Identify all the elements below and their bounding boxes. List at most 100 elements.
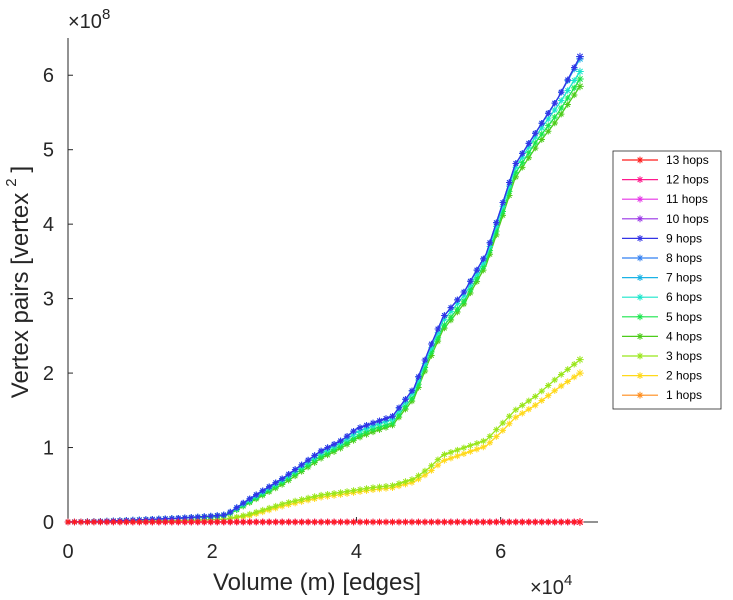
- data-point-marker: [499, 199, 507, 206]
- data-point-marker: [506, 182, 513, 190]
- data-point-marker: [350, 434, 357, 442]
- legend-label: 9 hops: [666, 231, 702, 245]
- data-point-marker: [460, 292, 468, 299]
- data-point-marker: [571, 91, 578, 99]
- legend-swatch-marker: [636, 235, 644, 242]
- data-point-marker: [447, 518, 455, 526]
- data-point-marker: [259, 518, 266, 526]
- series-layer: [64, 52, 584, 526]
- data-point-marker: [506, 413, 513, 420]
- data-point-marker: [506, 518, 513, 526]
- data-point-marker: [317, 491, 325, 499]
- ticks: 0 2 4 6 0 1 2 3 4 5 6: [43, 65, 506, 563]
- data-point-marker: [214, 518, 221, 526]
- data-point-marker: [395, 480, 403, 487]
- data-point-marker: [389, 518, 396, 526]
- data-point-marker: [220, 518, 227, 526]
- y-tick-label: 3: [43, 289, 54, 311]
- data-point-marker: [512, 406, 519, 414]
- data-point-marker: [538, 387, 545, 395]
- data-point-marker: [576, 369, 584, 377]
- data-point-marker: [240, 512, 247, 519]
- data-point-marker: [499, 427, 507, 434]
- data-point-marker: [558, 110, 565, 118]
- data-point-marker: [350, 431, 357, 438]
- data-point-marker: [486, 518, 494, 526]
- data-point-marker: [415, 518, 422, 526]
- data-point-marker: [246, 518, 253, 526]
- data-point-marker: [441, 451, 448, 458]
- data-point-marker: [434, 337, 442, 345]
- data-point-marker: [576, 82, 584, 91]
- data-point-marker: [454, 518, 461, 526]
- data-point-marker: [272, 502, 279, 510]
- legend-label: 2 hops: [666, 369, 702, 383]
- data-point-marker: [376, 423, 383, 431]
- legend-label: 7 hops: [666, 271, 702, 285]
- data-point-marker: [395, 404, 403, 411]
- data-point-marker: [421, 360, 429, 367]
- data-point-marker: [571, 77, 578, 84]
- data-point-marker: [512, 173, 519, 181]
- data-point-marker: [493, 426, 500, 433]
- data-point-marker: [155, 518, 163, 526]
- data-point-marker: [512, 414, 519, 421]
- legend-entry: 10 hops: [622, 212, 709, 226]
- data-point-marker: [486, 439, 494, 446]
- data-point-marker: [324, 491, 331, 498]
- data-point-marker: [519, 150, 526, 157]
- data-point-marker: [253, 518, 260, 526]
- data-point-marker: [434, 334, 442, 342]
- data-point-marker: [525, 149, 532, 156]
- data-point-marker: [285, 518, 292, 526]
- data-point-marker: [499, 203, 507, 210]
- data-point-marker: [382, 421, 390, 429]
- data-point-marker: [402, 478, 409, 485]
- data-point-marker: [493, 231, 500, 239]
- data-point-marker: [454, 300, 461, 307]
- data-point-marker: [473, 446, 481, 453]
- x-tick-label: 6: [495, 541, 506, 563]
- data-point-marker: [324, 444, 331, 451]
- data-point-marker: [194, 518, 201, 526]
- data-point-marker: [162, 515, 169, 522]
- data-point-marker: [506, 179, 513, 186]
- data-point-marker: [551, 113, 558, 121]
- data-point-marker: [447, 313, 455, 321]
- data-point-marker: [265, 518, 273, 526]
- data-point-marker: [415, 373, 422, 380]
- data-point-marker: [467, 278, 474, 285]
- data-point-marker: [421, 356, 429, 364]
- legend-entry: 2 hops: [622, 369, 702, 383]
- data-point-marker: [188, 514, 195, 521]
- x-tick-label: 0: [62, 541, 73, 563]
- data-point-marker: [538, 518, 545, 526]
- data-point-marker: [467, 286, 474, 293]
- data-point-marker: [123, 518, 130, 526]
- data-point-marker: [181, 514, 189, 521]
- data-point-marker: [564, 518, 571, 526]
- data-point-marker: [473, 266, 481, 274]
- data-point-marker: [272, 479, 279, 486]
- legend-swatch-marker: [636, 293, 644, 301]
- data-point-marker: [382, 415, 390, 422]
- data-point-marker: [460, 288, 468, 296]
- legend-label: 3 hops: [666, 349, 702, 363]
- series-4-hops: [64, 82, 584, 526]
- legend-entry: 6 hops: [622, 290, 702, 304]
- data-point-marker: [571, 518, 578, 526]
- data-point-marker: [227, 515, 234, 522]
- data-point-marker: [233, 504, 240, 511]
- data-point-marker: [298, 518, 305, 526]
- data-point-marker: [493, 223, 500, 230]
- data-point-marker: [447, 455, 455, 462]
- data-point-marker: [571, 361, 578, 368]
- data-point-marker: [175, 518, 182, 526]
- data-point-marker: [175, 514, 182, 522]
- legend-swatch-marker: [636, 313, 644, 321]
- data-point-marker: [363, 425, 370, 432]
- data-point-marker: [480, 443, 487, 451]
- data-point-marker: [408, 387, 416, 394]
- y-axis-label: Vertex pairs [vertex2]: [3, 166, 34, 398]
- series-line: [68, 372, 581, 523]
